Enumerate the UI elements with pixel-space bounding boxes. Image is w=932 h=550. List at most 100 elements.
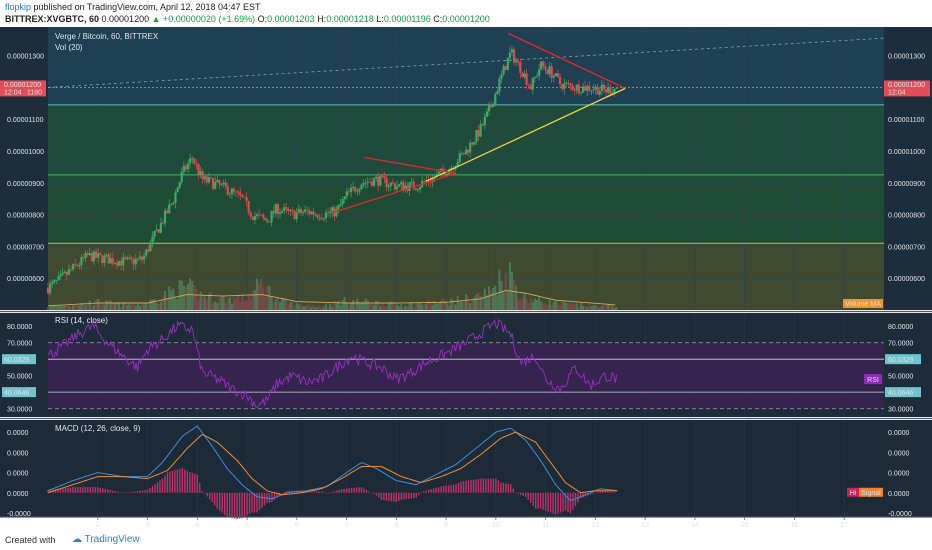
volume-bar [74, 306, 77, 310]
price-tag-right-bg [884, 80, 930, 97]
candle-body [249, 212, 252, 217]
candle-body [207, 177, 211, 183]
macd-pane-bg [0, 420, 932, 517]
created-with-label: Created with [5, 535, 56, 545]
volume-bar [590, 306, 593, 310]
volume-bar [314, 307, 317, 310]
macd-histogram-bar [340, 489, 343, 493]
candle-body [546, 69, 549, 74]
candle-body [429, 181, 432, 183]
rsi-band [48, 342, 884, 409]
candle-body [441, 168, 445, 172]
candle-body [462, 153, 466, 155]
candle-body [159, 222, 162, 233]
macd-histogram-bar [109, 489, 111, 493]
macd-histogram-bar [529, 492, 532, 503]
candle-body [483, 116, 486, 126]
candle-body [220, 183, 223, 185]
candle-body [548, 66, 551, 74]
candle-body [508, 52, 511, 59]
macd-histogram-bar [537, 492, 539, 509]
macd-histogram-bar [350, 488, 353, 493]
candle-body [575, 84, 578, 91]
volume-bar [404, 305, 407, 310]
volume-bar [274, 299, 277, 310]
volume-bar [431, 304, 434, 310]
volume-bar [164, 291, 167, 310]
price-tick-right: 0.00001300 [888, 54, 925, 61]
volume-bar [469, 303, 472, 310]
volume-bar [471, 299, 474, 310]
author-link[interactable]: flopkip [5, 2, 32, 12]
candle-body [356, 191, 359, 193]
candle-body [354, 187, 357, 192]
volume-bar [84, 304, 87, 310]
macd-histogram-bar [368, 491, 370, 493]
macd-histogram-bar [94, 487, 96, 493]
candle-body [228, 193, 231, 195]
volume-bar [193, 284, 196, 310]
volume-bar [289, 301, 292, 310]
volume-bar [170, 290, 173, 310]
macd-histogram-bar [209, 492, 211, 500]
macd-histogram-bar [427, 489, 430, 493]
rsi-tick-right: 50.0000 [888, 374, 913, 381]
macd-tick-left: 0.0000 [7, 430, 29, 437]
macd-histogram-bar [54, 489, 57, 493]
macd-histogram-bar [574, 492, 577, 506]
macd-histogram-bar [594, 492, 597, 494]
volume-bar [155, 302, 158, 310]
candle-body [97, 253, 100, 258]
candle-body [592, 89, 595, 91]
candle-body [314, 214, 317, 216]
candle-body [444, 171, 447, 176]
candle-body [521, 72, 524, 78]
macd-histogram-bar [482, 478, 485, 493]
macd-histogram-bar [174, 470, 176, 493]
volume-bar [498, 269, 501, 310]
candle-body [151, 236, 154, 243]
macd-histogram-bar [169, 471, 171, 493]
tradingview-logo[interactable]: ☁ TradingView [72, 534, 140, 545]
volume-bar [216, 302, 219, 310]
candle-body [124, 257, 127, 259]
macd-histogram-bar [462, 481, 465, 493]
volume-bar [477, 292, 480, 310]
macd-histogram-bar [572, 492, 574, 510]
candle-body [389, 182, 392, 186]
volume-bar [270, 296, 273, 310]
candle-body [65, 271, 68, 275]
rsi-pane-title: RSI (14, close) [55, 316, 108, 325]
volume-bar [561, 301, 564, 310]
volume-bar [268, 285, 271, 310]
volume-bar [427, 300, 430, 310]
candle-body [613, 88, 616, 93]
rsi-tag: RSI [867, 377, 879, 384]
macd-histogram-bar [345, 488, 348, 493]
candle-body [84, 252, 87, 259]
volume-bar [538, 296, 541, 310]
volume-bar [61, 305, 64, 310]
volume-bar [218, 297, 221, 310]
candle-body [550, 66, 553, 78]
macd-histogram-bar [47, 489, 49, 493]
volume-bar [253, 290, 256, 310]
candle-body [289, 209, 292, 211]
volume-bar [377, 300, 380, 310]
volume-bar [107, 300, 110, 310]
candle-body [232, 188, 236, 192]
candle-body [268, 221, 271, 223]
candle-body [157, 229, 160, 233]
volume-bar [569, 303, 572, 310]
volume-bar [375, 300, 378, 310]
volume-bar [458, 300, 461, 310]
macd-histogram-bar [502, 482, 505, 493]
candle-body [339, 204, 342, 206]
macd-histogram-bar [405, 492, 407, 500]
macd-histogram-bar [261, 492, 263, 508]
macd-histogram-bar [211, 492, 213, 503]
volume-bar [343, 297, 346, 310]
macd-histogram-bar [467, 480, 470, 493]
candle-body [111, 258, 114, 264]
